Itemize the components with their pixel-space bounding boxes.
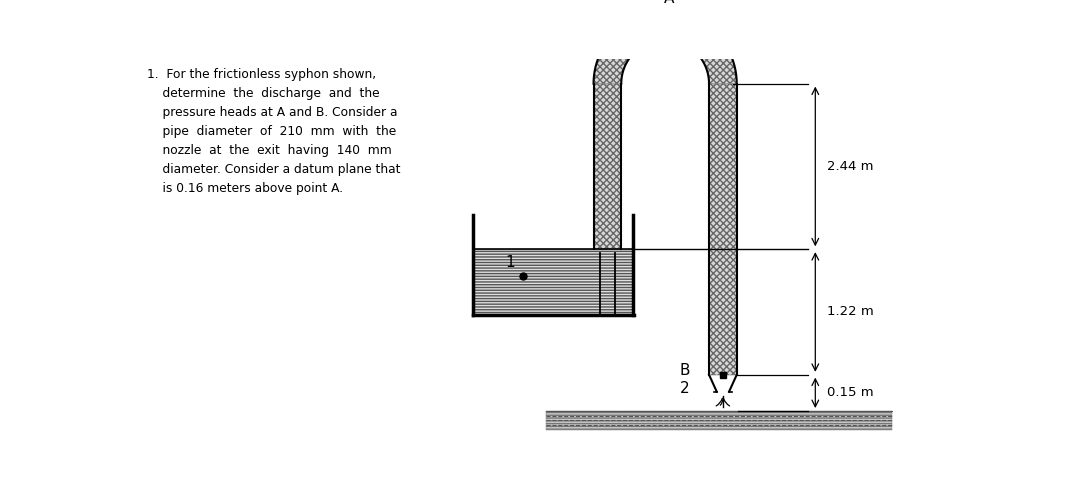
Text: 2.44 m: 2.44 m (827, 160, 874, 173)
Text: B: B (679, 364, 690, 378)
Text: 0.15 m: 0.15 m (827, 386, 874, 400)
Text: A: A (664, 0, 674, 6)
Text: 1.22 m: 1.22 m (827, 306, 874, 318)
Polygon shape (710, 84, 737, 375)
Text: 2: 2 (680, 381, 690, 396)
Polygon shape (594, 12, 737, 84)
Text: 1: 1 (505, 255, 515, 270)
Polygon shape (473, 249, 632, 314)
Polygon shape (594, 84, 621, 249)
Text: 1.  For the frictionless syphon shown,
    determine  the  discharge  and  the
 : 1. For the frictionless syphon shown, de… (147, 68, 401, 195)
Polygon shape (545, 411, 892, 430)
